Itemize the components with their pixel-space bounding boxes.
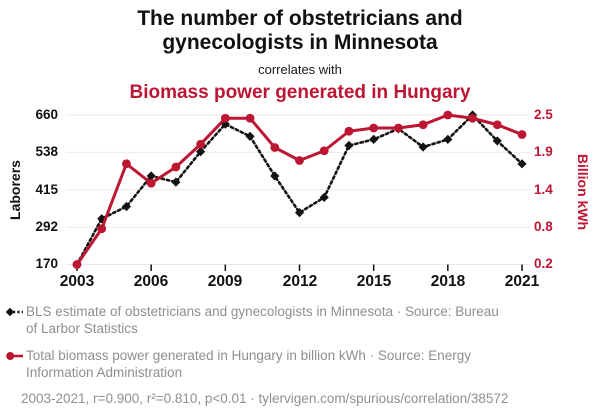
right-axis-tick-0p8: 0.8	[534, 219, 553, 234]
left-axis-title: Laborers	[7, 160, 23, 220]
chart-title: The number of obstetricians and gynecolo…	[137, 7, 463, 55]
x-axis-tick-2006: 2006	[133, 273, 169, 290]
chart-legend: BLS estimate of obstetricians and gyneco…	[6, 303, 566, 406]
stats-footnote: 2003-2021, r=0.900, r²=0.810, p<0.01 · t…	[21, 391, 509, 406]
left-axis-tick-538: 538	[35, 144, 58, 159]
right-axis-tick-1p4: 1.4	[534, 182, 553, 197]
legend-label-obstetricians: BLS estimate of obstetricians and gyneco…	[26, 304, 499, 336]
x-axis-tick-2009: 2009	[207, 273, 243, 290]
x-axis-tick-2018: 2018	[430, 273, 466, 290]
right-axis-tick-2p5: 2.5	[534, 107, 553, 122]
x-axis-tick-2021: 2021	[504, 273, 540, 290]
x-axis-tick-2012: 2012	[282, 273, 318, 290]
right-axis-tick-1p9: 1.9	[534, 144, 553, 159]
x-axis-tick-2003: 2003	[59, 273, 95, 290]
chart-header: The number of obstetricians and gynecolo…	[0, 7, 600, 104]
black-diamond-dashed-line-icon	[6, 307, 23, 317]
left-axis-tick-170: 170	[35, 256, 58, 271]
left-axis-tick-660: 660	[35, 107, 58, 122]
chart-connector-text: correlates with	[258, 62, 342, 78]
legend-item-biomass: Total biomass power generated in Hungary…	[6, 347, 566, 381]
legend-item-obstetricians: BLS estimate of obstetricians and gyneco…	[6, 303, 566, 337]
legend-label-biomass: Total biomass power generated in Hungary…	[26, 348, 471, 380]
red-circle-solid-line-icon	[6, 352, 23, 360]
chart-area: 660 538 415 292 170 2.5 1.9 1.4 0.8 0.2 …	[0, 100, 600, 305]
chart-subtitle: Biomass power generated in Hungary	[129, 82, 471, 104]
plot-canvas	[66, 110, 530, 271]
left-axis-tick-292: 292	[35, 219, 58, 234]
left-axis-tick-415: 415	[35, 182, 58, 197]
right-axis-title: Billion kWh	[575, 153, 591, 231]
x-axis-tick-2015: 2015	[356, 273, 392, 290]
right-axis-tick-0p2: 0.2	[534, 256, 553, 271]
